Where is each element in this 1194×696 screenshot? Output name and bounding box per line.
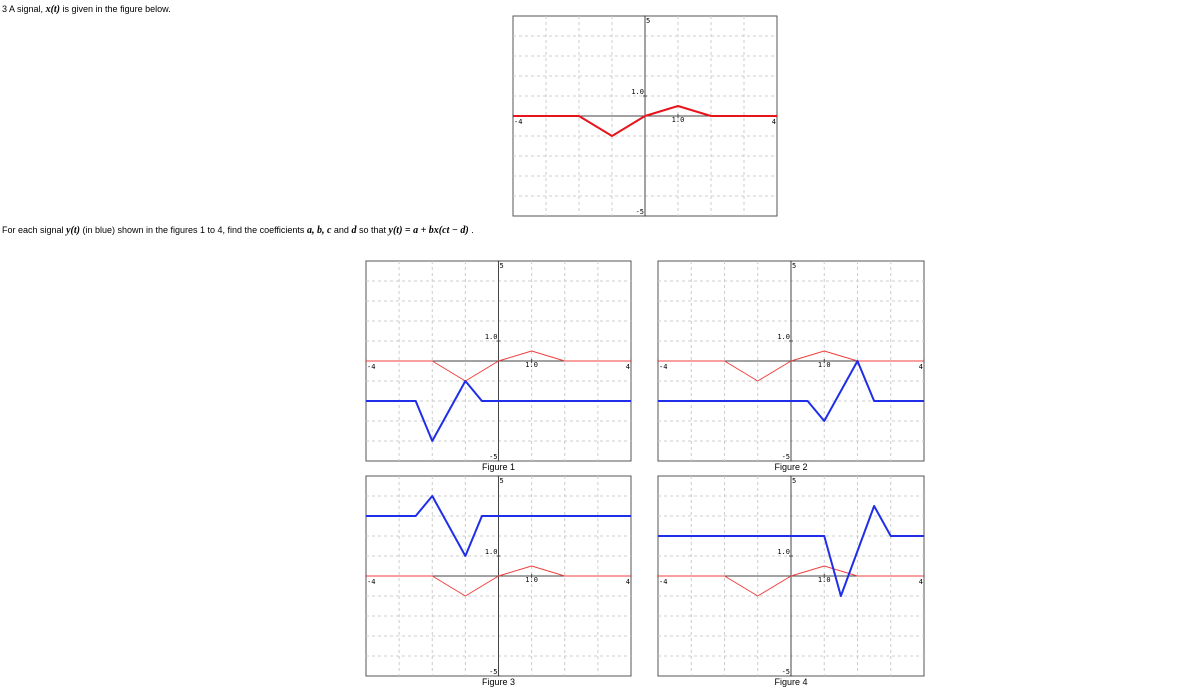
text: is given in the figure below. — [62, 4, 171, 14]
signal-curve — [658, 505, 924, 597]
math-text: y(t) = a + bx(ct − d) — [388, 225, 469, 236]
y-tick-label: -5 — [782, 668, 790, 676]
math-text: d — [351, 225, 357, 236]
x-tick-label: 1.0 — [525, 361, 538, 369]
signal-curve — [658, 565, 924, 597]
y-tick-label: 5 — [792, 262, 796, 270]
x-tick-label: -4 — [514, 118, 522, 126]
signal-curve — [366, 380, 631, 442]
text: (in blue) shown in the figures 1 to 4, f… — [82, 225, 305, 235]
math-text: y(t) — [66, 225, 80, 236]
x-tick-label: 4 — [919, 363, 923, 371]
x-tick-label: -4 — [367, 363, 375, 371]
y-tick-label: -5 — [489, 453, 497, 461]
x-tick-label: 4 — [626, 363, 630, 371]
figure-caption: Figure 3 — [482, 677, 515, 687]
signal-curve — [658, 360, 924, 422]
y-tick-label: 5 — [500, 477, 504, 485]
text: and — [333, 225, 349, 235]
y-tick-label: 5 — [646, 17, 650, 25]
y-tick-label: 5 — [500, 262, 504, 270]
y-tick-label: 5 — [792, 477, 796, 485]
y-tick-label: -5 — [489, 668, 497, 676]
signal-curve — [513, 105, 777, 137]
x-tick-label: -4 — [659, 363, 667, 371]
y-tick-label: 1.0 — [485, 333, 498, 341]
math-text: x(t) — [45, 4, 61, 15]
text: . — [471, 225, 474, 235]
x-tick-label: 4 — [772, 118, 776, 126]
text: so that — [358, 225, 387, 235]
x-tick-label: 4 — [626, 578, 630, 586]
text: 3 A signal, — [2, 4, 44, 14]
x-tick-label: 1.0 — [672, 116, 685, 124]
y-tick-label: 1.0 — [631, 88, 644, 96]
intro-text: 3 A signal, x(t) is given in the figure … — [2, 4, 171, 15]
x-tick-label: 1.0 — [818, 361, 831, 369]
y-tick-label: -5 — [636, 208, 644, 216]
signal-curve — [366, 565, 631, 597]
figure-caption: Figure 4 — [774, 677, 807, 687]
x-tick-label: -4 — [659, 578, 667, 586]
math-text: a, b, c — [306, 225, 332, 236]
signal-curve — [366, 495, 631, 557]
y-tick-label: -5 — [782, 453, 790, 461]
y-tick-label: 1.0 — [485, 548, 498, 556]
figure-caption: Figure 2 — [774, 462, 807, 472]
signal-curve — [366, 350, 631, 382]
figure-caption: Figure 1 — [482, 462, 515, 472]
y-tick-label: 1.0 — [777, 548, 790, 556]
question-text: For each signal y(t) (in blue) shown in … — [2, 225, 474, 236]
x-tick-label: 1.0 — [818, 576, 831, 584]
x-tick-label: 4 — [919, 578, 923, 586]
x-tick-label: 1.0 — [525, 576, 538, 584]
y-tick-label: 1.0 — [777, 333, 790, 341]
text: For each signal — [2, 225, 64, 235]
x-tick-label: -4 — [367, 578, 375, 586]
